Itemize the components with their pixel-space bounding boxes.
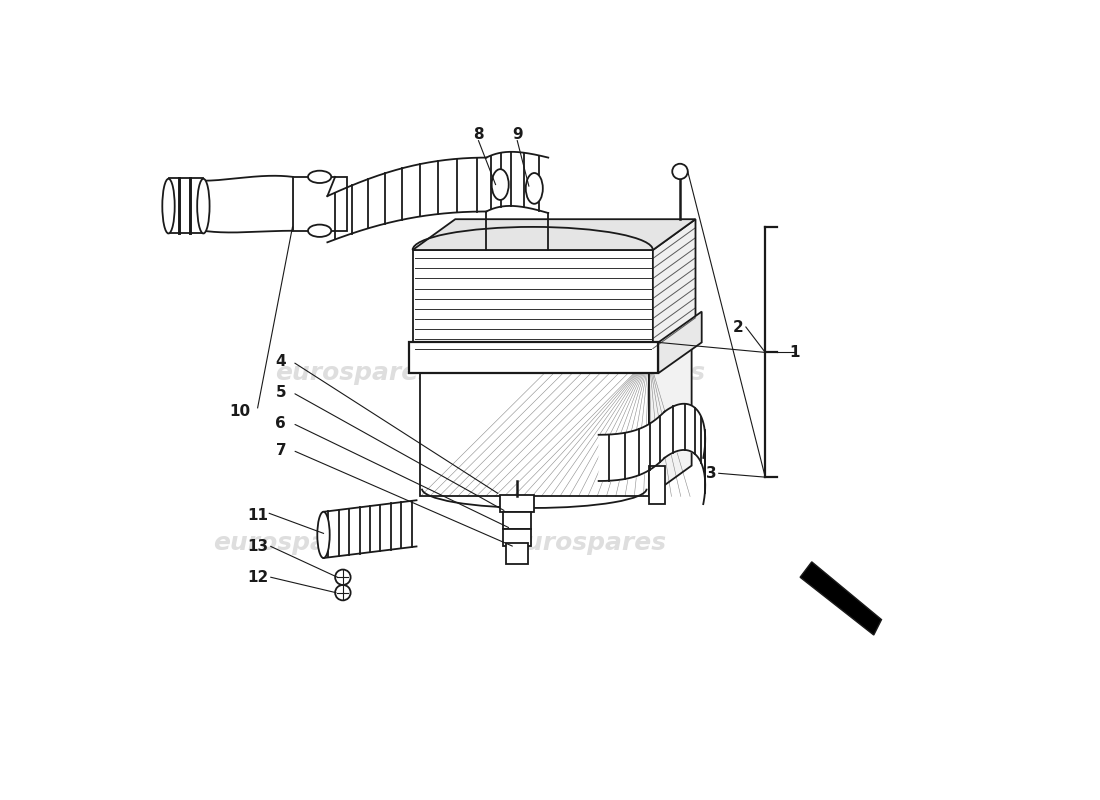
Ellipse shape bbox=[308, 225, 331, 237]
Polygon shape bbox=[500, 495, 535, 512]
Circle shape bbox=[336, 570, 351, 585]
Text: 1: 1 bbox=[790, 345, 800, 360]
Polygon shape bbox=[412, 219, 695, 250]
Polygon shape bbox=[658, 311, 702, 373]
Text: eurospares: eurospares bbox=[213, 530, 372, 554]
Ellipse shape bbox=[317, 512, 330, 558]
Polygon shape bbox=[293, 177, 346, 230]
Polygon shape bbox=[420, 358, 649, 496]
Text: 2: 2 bbox=[733, 319, 744, 334]
Polygon shape bbox=[420, 327, 692, 358]
Polygon shape bbox=[168, 178, 204, 233]
Text: eurospares: eurospares bbox=[547, 362, 705, 385]
Ellipse shape bbox=[197, 178, 210, 234]
Polygon shape bbox=[653, 219, 695, 358]
Text: 12: 12 bbox=[248, 570, 268, 585]
Polygon shape bbox=[504, 512, 531, 529]
Text: 10: 10 bbox=[229, 404, 251, 419]
Polygon shape bbox=[649, 327, 692, 496]
Ellipse shape bbox=[526, 173, 542, 204]
Text: 3: 3 bbox=[706, 466, 716, 481]
Polygon shape bbox=[506, 542, 528, 564]
Ellipse shape bbox=[308, 170, 331, 183]
Text: eurospares: eurospares bbox=[275, 362, 433, 385]
Text: 4: 4 bbox=[276, 354, 286, 369]
Polygon shape bbox=[409, 342, 658, 373]
Text: 7: 7 bbox=[276, 442, 286, 458]
Text: 5: 5 bbox=[276, 385, 286, 400]
Text: 13: 13 bbox=[248, 539, 268, 554]
Circle shape bbox=[672, 164, 688, 179]
Text: 8: 8 bbox=[473, 127, 484, 142]
Polygon shape bbox=[649, 466, 664, 504]
Ellipse shape bbox=[163, 178, 175, 234]
Polygon shape bbox=[412, 250, 653, 358]
Polygon shape bbox=[504, 529, 531, 546]
Circle shape bbox=[336, 585, 351, 600]
Text: 9: 9 bbox=[512, 127, 522, 142]
Text: eurospares: eurospares bbox=[508, 530, 667, 554]
Text: 6: 6 bbox=[275, 416, 286, 430]
Polygon shape bbox=[800, 562, 881, 635]
Text: 11: 11 bbox=[248, 508, 268, 523]
Ellipse shape bbox=[492, 169, 508, 200]
